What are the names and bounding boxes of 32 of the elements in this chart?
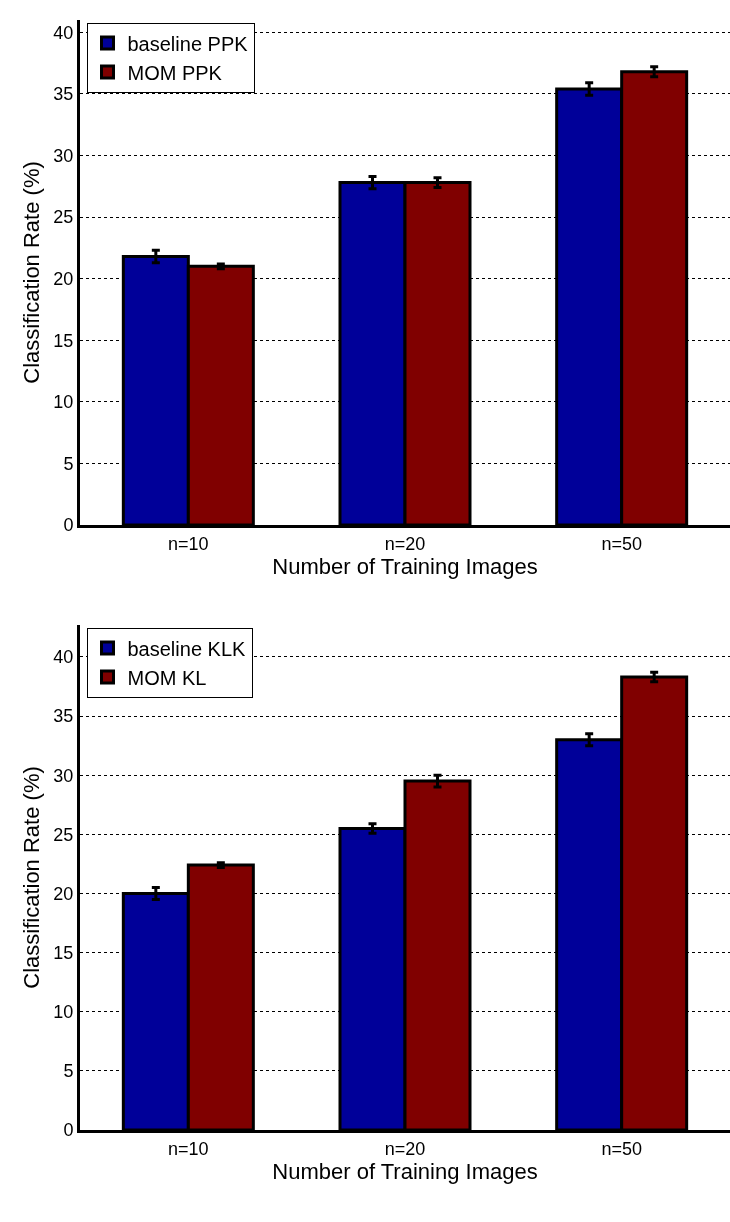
y-tick-label: 25: [53, 824, 74, 845]
legend-label: MOM PPK: [127, 61, 223, 84]
x-axis-title: Number of Training Images: [272, 553, 538, 579]
y-tick-label: 30: [53, 145, 74, 166]
y-tick-label: 5: [63, 453, 74, 474]
y-tick-label: 15: [53, 330, 74, 351]
y-tick-label: 20: [53, 883, 74, 904]
legend-label: MOM KL: [127, 666, 207, 689]
y-tick-label: 30: [53, 765, 74, 786]
y-tick-label: 10: [53, 1002, 74, 1023]
x-axis-title: Number of Training Images: [272, 1158, 538, 1184]
y-tick-label: 10: [53, 392, 74, 413]
x-tick-label: n=20: [384, 533, 426, 554]
y-tick-label: 35: [53, 706, 74, 727]
y-tick-label: 15: [53, 942, 74, 963]
y-tick-label: 40: [53, 647, 74, 668]
y-tick-label: 35: [53, 84, 74, 105]
legend-label: baseline PPK: [127, 32, 249, 55]
y-axis-title: Classification Rate (%): [19, 766, 45, 989]
y-tick-label: 0: [63, 1120, 74, 1141]
x-tick-label: n=50: [601, 1138, 642, 1159]
y-tick-label: 40: [53, 22, 74, 43]
x-tick-label: n=10: [168, 1138, 209, 1159]
x-tick-label: n=20: [384, 1138, 426, 1159]
legend-label: baseline KLK: [127, 637, 247, 660]
y-tick-label: 0: [63, 515, 74, 536]
x-tick-label: n=10: [168, 533, 209, 554]
x-tick-label: n=50: [601, 533, 642, 554]
y-tick-label: 5: [63, 1061, 74, 1082]
y-axis-title: Classification Rate (%): [19, 161, 45, 384]
y-tick-label: 20: [53, 268, 74, 289]
y-tick-label: 25: [53, 207, 74, 228]
